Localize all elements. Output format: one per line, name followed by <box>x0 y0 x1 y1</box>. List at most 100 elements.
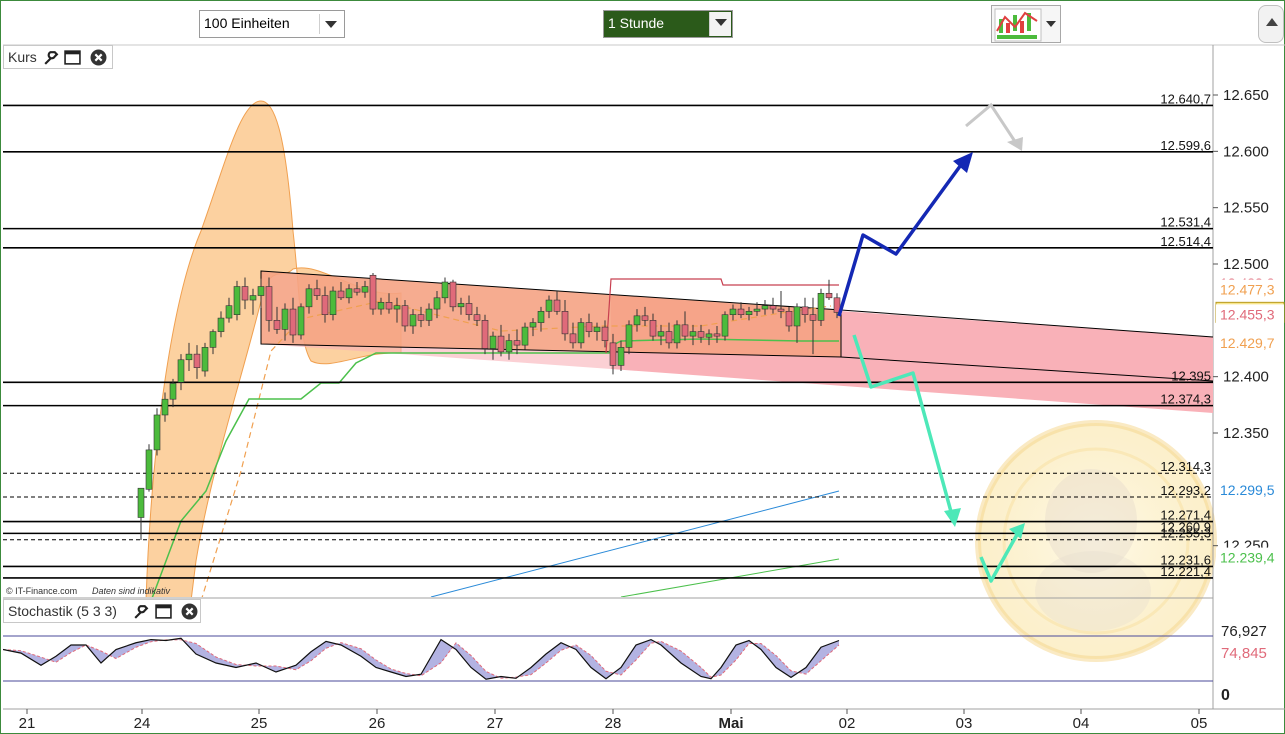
scroll-up-icon <box>1266 18 1278 26</box>
stochastic-k-line <box>3 637 840 680</box>
candle <box>153 408 161 456</box>
y-tick-label: 12.550 <box>1223 200 1269 217</box>
stoch-tick-label: 0 <box>1221 687 1230 704</box>
candle <box>609 333 617 375</box>
candle <box>305 284 313 314</box>
chevron-down-icon[interactable] <box>319 14 341 34</box>
candle <box>385 293 393 314</box>
chart-type-button[interactable] <box>991 5 1061 43</box>
candle <box>441 277 449 304</box>
level-label: 12.255,3 <box>1160 526 1211 541</box>
candle <box>577 318 585 349</box>
price-panel-title: Kurs <box>8 49 37 65</box>
candle <box>361 280 369 298</box>
forecast-arrow-up <box>837 156 968 317</box>
price-badge: 12.477,3 <box>1216 279 1284 300</box>
candle <box>785 306 793 332</box>
window-icon[interactable] <box>64 49 81 66</box>
level-label: 12.531,4 <box>1160 215 1211 230</box>
candle <box>745 306 753 321</box>
candle <box>449 279 457 312</box>
candle <box>497 324 505 357</box>
y-tick-label: 12.400 <box>1223 369 1269 386</box>
candle <box>297 303 305 340</box>
candle <box>137 487 145 541</box>
candle <box>545 295 553 319</box>
forecast-arrow-gray <box>965 102 1018 144</box>
red-resistance-step <box>605 278 839 354</box>
close-icon[interactable] <box>181 603 198 620</box>
chevron-down-icon[interactable] <box>709 12 731 36</box>
ichimoku-green-line <box>151 338 839 597</box>
candle <box>729 304 737 321</box>
x-tick-label: 24 <box>134 715 151 732</box>
level-label: 12.395 <box>1171 368 1211 383</box>
scroll-up-button[interactable] <box>1258 5 1284 43</box>
candle <box>321 286 329 323</box>
chevron-down-icon[interactable] <box>1046 21 1056 27</box>
stoch-panel-label: Stochastik (5 3 3) <box>3 599 201 623</box>
candle <box>569 322 577 349</box>
candle <box>169 378 177 408</box>
arrowhead-icon <box>953 152 973 173</box>
stochastic-d-line <box>3 639 840 679</box>
y-tick-label: 12.500 <box>1223 256 1269 273</box>
candlestick-chart-icon <box>994 8 1042 42</box>
close-icon[interactable] <box>90 49 107 66</box>
candle <box>185 342 193 372</box>
channel-lower-extension <box>840 356 1213 382</box>
x-tick-label: 02 <box>839 715 856 732</box>
x-tick-label: 03 <box>956 715 973 732</box>
candle <box>737 302 745 319</box>
candle <box>705 329 713 346</box>
wrench-icon[interactable] <box>132 603 149 620</box>
svg-text:12.429,7: 12.429,7 <box>1220 335 1275 351</box>
candle <box>433 291 441 319</box>
price-badge: 12.455,3 <box>1216 304 1284 325</box>
candle <box>337 282 345 301</box>
candle <box>681 311 689 341</box>
interval-select[interactable]: 1 Stunde <box>603 10 733 38</box>
candle <box>649 313 657 341</box>
candle <box>809 297 817 355</box>
stoch-tick-label: 74,845 <box>1221 645 1267 662</box>
arrowhead-icon <box>1007 137 1023 151</box>
candle <box>233 280 241 321</box>
arrowhead-icon <box>944 508 961 527</box>
candle <box>633 309 641 332</box>
level-label: 12.231,6 <box>1160 552 1211 567</box>
wrench-icon[interactable] <box>42 49 59 66</box>
units-select[interactable]: 100 Einheiten <box>199 10 345 38</box>
candle <box>353 282 361 296</box>
candle <box>409 309 417 334</box>
x-tick-label: 21 <box>19 715 36 732</box>
window-icon[interactable] <box>155 603 172 620</box>
candle <box>473 306 481 326</box>
level-label: 12.260,9 <box>1160 519 1211 534</box>
candle <box>417 306 425 328</box>
stoch-tick-label: 76,927 <box>1221 623 1267 640</box>
candle <box>753 302 761 316</box>
candle <box>601 320 609 348</box>
candle <box>465 295 473 321</box>
candle <box>593 322 601 341</box>
level-label: 12.293,2 <box>1160 483 1211 498</box>
candle <box>457 297 465 315</box>
candle <box>817 288 825 326</box>
price-badge: 12.429,7 <box>1216 333 1284 354</box>
x-tick-label: 05 <box>1191 715 1208 732</box>
candle <box>521 322 529 350</box>
footer-credit: © IT-Finance.com Daten sind indikativ <box>6 586 171 596</box>
candle <box>617 340 625 372</box>
price-badge: 12.239,4 <box>1216 547 1284 568</box>
y-tick-label: 12.650 <box>1223 87 1269 104</box>
svg-text:12.239,4: 12.239,4 <box>1220 550 1275 566</box>
price-panel-label: Kurs <box>3 45 113 69</box>
candle <box>537 306 545 332</box>
candle <box>657 324 665 346</box>
candle <box>369 273 377 315</box>
candle <box>193 345 201 379</box>
candle <box>625 320 633 355</box>
